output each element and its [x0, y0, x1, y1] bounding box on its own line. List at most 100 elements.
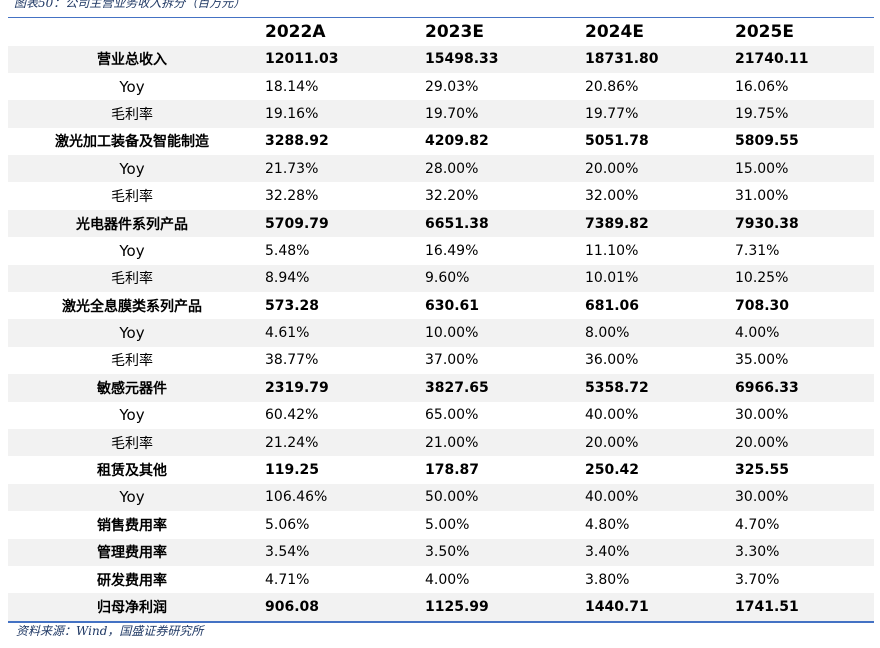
table-row: 管理费用率 3.54% 3.50% 3.40% 3.30%: [8, 538, 874, 566]
cell-value: 32.20%: [425, 188, 479, 205]
cell-value: 30.00%: [735, 489, 789, 506]
cell-value: 325.55: [735, 462, 790, 479]
cell-value: 9.60%: [425, 270, 470, 287]
cell-value: 6966.33: [735, 379, 799, 396]
cell-value: 36.00%: [585, 352, 639, 369]
row-label: 归母净利润: [97, 600, 167, 616]
cell-value: 20.00%: [585, 160, 639, 177]
cell-value: 32.00%: [585, 188, 639, 205]
cell-value: 21.00%: [425, 434, 479, 451]
cell-value: 28.00%: [425, 160, 479, 177]
column-header: 2023E: [425, 21, 484, 42]
table-row: Yoy 106.46% 50.00% 40.00% 30.00%: [8, 483, 874, 512]
cell-value: 40.00%: [585, 489, 639, 506]
cell-value: 11.10%: [585, 242, 639, 259]
cell-value: 7930.38: [735, 215, 799, 232]
table-row: 研发费用率 4.71% 4.00% 3.80% 3.70%: [8, 566, 874, 593]
cell-value: 3288.92: [265, 133, 329, 150]
cell-value: 8.00%: [585, 325, 630, 342]
table-row: 毛利率 32.28% 32.20% 32.00% 31.00%: [8, 182, 874, 209]
cell-value: 5051.78: [585, 133, 649, 150]
cell-value: 18.14%: [265, 78, 319, 95]
cell-value: 21740.11: [735, 51, 809, 68]
cell-value: 21.24%: [265, 434, 319, 451]
table-row: Yoy 18.14% 29.03% 20.86% 16.06%: [8, 73, 874, 100]
cell-value: 5709.79: [265, 215, 329, 232]
cell-value: 4209.82: [425, 133, 489, 150]
row-label: Yoy: [119, 488, 145, 507]
table-row: 销售费用率 5.06% 5.00% 4.80% 4.70%: [8, 511, 874, 538]
cell-value: 5358.72: [585, 379, 649, 396]
row-label: 毛利率: [111, 106, 153, 123]
table-row: 毛利率 21.24% 21.00% 20.00% 20.00%: [8, 428, 874, 457]
cell-value: 106.46%: [265, 489, 328, 506]
cell-value: 630.61: [425, 297, 480, 314]
cell-value: 15498.33: [425, 51, 499, 68]
cell-value: 3827.65: [425, 379, 489, 396]
cell-value: 19.75%: [735, 105, 789, 122]
header-row: 2022A 2023E 2024E 2025E: [8, 17, 874, 46]
column-header: 2025E: [735, 21, 794, 42]
cell-value: 3.40%: [585, 544, 630, 561]
table-row: 激光加工装备及智能制造 3288.92 4209.82 5051.78 5809.55: [8, 128, 874, 155]
cell-value: 20.00%: [585, 434, 639, 451]
cell-value: 19.77%: [585, 105, 639, 122]
cell-value: 4.71%: [265, 571, 310, 588]
cell-value: 7389.82: [585, 215, 649, 232]
row-label: 销售费用率: [97, 517, 167, 534]
row-label: 敏感元器件: [97, 380, 167, 397]
cell-value: 681.06: [585, 297, 640, 314]
table-row: 敏感元器件 2319.79 3827.65 5358.72 6966.33: [8, 374, 874, 402]
row-label: 研发费用率: [97, 572, 167, 589]
table-header: 2022A 2023E 2024E 2025E: [8, 17, 874, 46]
cell-value: 3.54%: [265, 544, 310, 561]
table-row: 光电器件系列产品 5709.79 6651.38 7389.82 7930.38: [8, 209, 874, 238]
cell-value: 20.86%: [585, 78, 639, 95]
cell-value: 12011.03: [265, 51, 339, 68]
table-row: Yoy 4.61% 10.00% 8.00% 4.00%: [8, 319, 874, 347]
cell-value: 5809.55: [735, 133, 799, 150]
table-row: 激光全息膜类系列产品 573.28 630.61 681.06 708.30: [8, 292, 874, 319]
table-row: 毛利率 19.16% 19.70% 19.77% 19.75%: [8, 100, 874, 128]
cell-value: 906.08: [265, 599, 320, 615]
cell-value: 19.70%: [425, 105, 479, 122]
table-row: Yoy 21.73% 28.00% 20.00% 15.00%: [8, 155, 874, 183]
cell-value: 3.30%: [735, 544, 780, 561]
cell-value: 31.00%: [735, 188, 789, 205]
cell-value: 3.80%: [585, 571, 630, 588]
cell-value: 178.87: [425, 462, 480, 479]
cell-value: 708.30: [735, 297, 790, 314]
row-label: Yoy: [119, 406, 145, 425]
table-row: 毛利率 38.77% 37.00% 36.00% 35.00%: [8, 347, 874, 374]
cell-value: 15.00%: [735, 160, 789, 177]
row-label: Yoy: [119, 241, 145, 260]
cell-value: 8.94%: [265, 270, 310, 287]
cell-value: 4.61%: [265, 325, 310, 342]
cell-value: 16.06%: [735, 78, 789, 95]
cell-value: 6651.38: [425, 215, 489, 232]
cell-value: 35.00%: [735, 352, 789, 369]
cell-value: 29.03%: [425, 78, 479, 95]
cell-value: 10.25%: [735, 270, 789, 287]
column-header: 2022A: [265, 21, 326, 42]
row-label: Yoy: [119, 77, 145, 96]
row-label: 营业总收入: [97, 52, 167, 69]
row-label: 毛利率: [111, 271, 153, 288]
column-header: 2024E: [585, 21, 644, 42]
cell-value: 10.01%: [585, 270, 639, 287]
cell-value: 30.00%: [735, 407, 789, 424]
cell-value: 37.00%: [425, 352, 479, 369]
cell-value: 40.00%: [585, 407, 639, 424]
table-title: 图表50：公司主营业务收入拆分（百万元）: [14, 0, 246, 10]
cell-value: 18731.80: [585, 51, 659, 68]
row-label: 毛利率: [111, 353, 153, 370]
cell-value: 3.70%: [735, 571, 780, 588]
cell-value: 10.00%: [425, 325, 479, 342]
table-row: Yoy 60.42% 65.00% 40.00% 30.00%: [8, 402, 874, 429]
cell-value: 1125.99: [425, 599, 489, 615]
cell-value: 7.31%: [735, 242, 780, 259]
cell-value: 2319.79: [265, 379, 329, 396]
cell-value: 32.28%: [265, 188, 319, 205]
cell-value: 21.73%: [265, 160, 319, 177]
